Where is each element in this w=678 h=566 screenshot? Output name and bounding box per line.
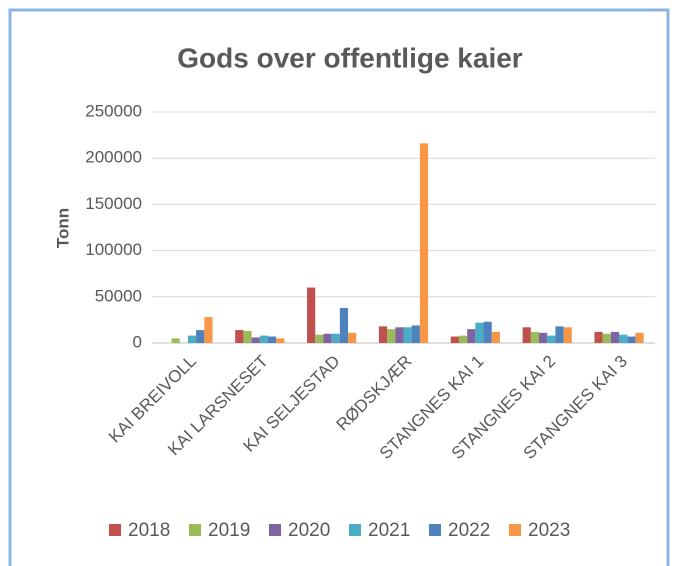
bar (419, 143, 429, 343)
bar (204, 317, 213, 343)
y-tick-label: 0 (133, 332, 142, 351)
bar (491, 331, 500, 343)
bar (348, 332, 357, 343)
bar (187, 335, 197, 343)
bar (243, 330, 252, 343)
bar (267, 336, 277, 343)
y-tick-label: 250000 (85, 101, 142, 120)
bar (450, 336, 459, 343)
bar (563, 327, 572, 343)
bar (594, 331, 603, 343)
y-tick-label: 150000 (85, 194, 142, 213)
bar (276, 338, 285, 343)
chart-title: Gods over offentlige kaier (177, 42, 523, 73)
bar (411, 325, 420, 343)
legend-label: 2023 (528, 520, 570, 541)
bar (378, 326, 388, 343)
bar (627, 336, 636, 343)
y-tick-label: 50000 (95, 286, 142, 305)
bar (475, 322, 484, 343)
legend-swatch (349, 524, 361, 536)
bar (395, 327, 404, 343)
y-axis-label: Tonn (53, 208, 72, 248)
bar (307, 287, 316, 343)
chart-border (8, 8, 670, 566)
bar (602, 333, 611, 343)
bar (539, 332, 548, 343)
bar (610, 331, 620, 343)
bar (522, 327, 531, 343)
y-tick-label: 200000 (85, 148, 142, 167)
bar (483, 321, 492, 343)
bar (315, 334, 324, 343)
bar (235, 330, 244, 343)
bar (387, 329, 396, 343)
legend-label: 2021 (368, 520, 410, 541)
y-tick-label: 100000 (85, 240, 142, 259)
bar (547, 335, 556, 343)
legend-swatch (429, 524, 441, 536)
legend-label: 2019 (208, 520, 250, 541)
legend-swatch (189, 524, 201, 536)
legend-label: 2020 (288, 520, 330, 541)
bar (259, 335, 268, 343)
bar (555, 326, 564, 343)
legend-swatch (109, 524, 121, 536)
bar (530, 331, 540, 343)
bar (171, 338, 180, 343)
bar (635, 332, 644, 343)
bar (458, 335, 468, 343)
bar (339, 307, 349, 343)
bar (196, 330, 205, 343)
bar (331, 333, 340, 343)
bar (403, 327, 412, 343)
bar (619, 334, 628, 343)
bar (467, 329, 476, 343)
legend-swatch (509, 524, 521, 536)
bar (251, 337, 260, 343)
legend-label: 2022 (448, 520, 490, 541)
legend-swatch (269, 524, 281, 536)
legend-label: 2018 (128, 520, 170, 541)
bar (323, 333, 332, 343)
